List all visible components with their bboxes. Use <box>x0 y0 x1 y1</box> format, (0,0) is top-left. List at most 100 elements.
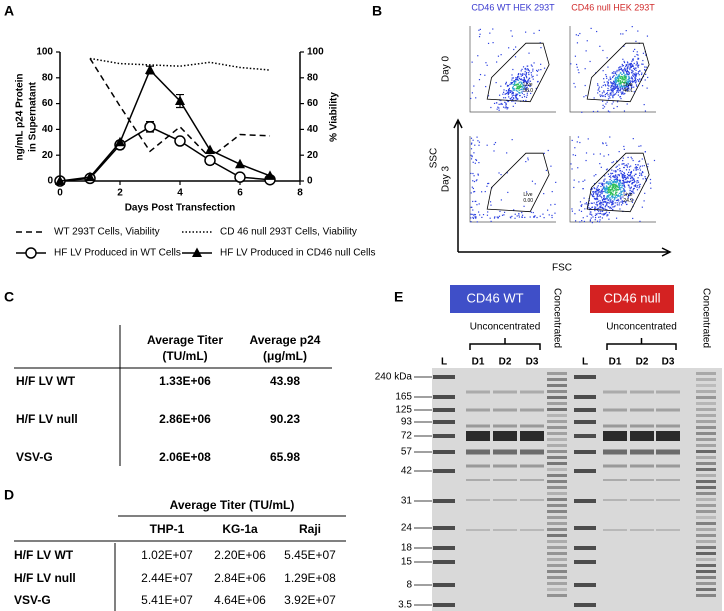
event-dot <box>606 209 608 211</box>
event-dot <box>620 186 622 189</box>
event-dot <box>612 193 614 195</box>
event-dot <box>521 85 523 87</box>
event-dot <box>593 153 595 155</box>
event-dot <box>613 196 615 199</box>
event-dot <box>638 184 640 186</box>
conc-band <box>547 444 567 447</box>
event-dot <box>618 69 620 71</box>
conc-band <box>696 534 716 537</box>
event-dot <box>470 143 473 145</box>
event-dot <box>624 178 626 181</box>
event-dot <box>590 213 592 215</box>
event-dot <box>497 55 500 57</box>
event-dot <box>542 213 544 215</box>
event-dot <box>633 74 635 76</box>
event-dot <box>515 84 517 86</box>
event-dot <box>602 107 604 109</box>
event-dot <box>596 202 598 204</box>
event-dot <box>606 192 609 194</box>
event-dot <box>503 97 505 99</box>
event-dot <box>626 71 628 73</box>
event-dot <box>618 204 620 206</box>
event-dot <box>627 87 629 89</box>
event-dot <box>600 195 602 198</box>
event-dot <box>591 206 594 208</box>
event-dot <box>636 166 638 169</box>
event-dot <box>585 152 588 154</box>
event-dot <box>628 63 630 65</box>
event-dot <box>621 80 623 82</box>
event-dot <box>637 72 639 74</box>
event-dot <box>492 28 494 30</box>
event-dot <box>634 185 637 187</box>
column-header: Average Titer <box>147 333 223 347</box>
event-dot <box>602 84 604 87</box>
y-tick-label: 80 <box>42 72 54 83</box>
sample-band <box>520 424 544 428</box>
event-dot <box>597 192 599 194</box>
event-dot <box>587 204 590 206</box>
event-dot <box>611 194 614 196</box>
ladder-band <box>433 583 455 587</box>
event-dot <box>526 92 528 94</box>
conc-band <box>696 426 716 429</box>
sample-band <box>656 479 680 481</box>
event-dot <box>626 181 628 184</box>
event-dot <box>487 95 490 97</box>
event-dot <box>533 62 535 64</box>
event-dot <box>475 159 478 162</box>
sample-band <box>603 449 627 455</box>
event-dot <box>505 90 507 92</box>
event-dot <box>589 208 591 210</box>
conc-band <box>547 510 567 513</box>
event-dot <box>610 206 612 208</box>
event-dot <box>613 199 615 201</box>
event-dot <box>620 190 622 193</box>
event-dot <box>601 95 604 97</box>
event-dot <box>619 81 621 83</box>
event-dot <box>620 192 622 194</box>
event-dot <box>607 66 609 68</box>
event-dot <box>630 66 632 68</box>
event-dot <box>577 167 579 169</box>
event-dot <box>623 189 625 192</box>
y-axis-title: ng/mL p24 Protein <box>15 73 26 160</box>
event-dot <box>526 85 528 87</box>
event-dot <box>472 180 474 182</box>
conc-band <box>547 534 567 537</box>
event-dot <box>616 165 618 167</box>
event-dot <box>533 32 535 34</box>
event-dot <box>527 79 529 81</box>
event-dot <box>619 96 621 98</box>
event-dot <box>626 173 629 175</box>
event-dot <box>520 85 522 88</box>
event-dot <box>622 70 624 72</box>
event-dot <box>601 197 603 199</box>
event-dot <box>634 185 636 188</box>
event-dot <box>636 182 638 184</box>
event-dot <box>505 81 508 83</box>
event-dot <box>477 173 479 175</box>
event-dot <box>633 68 636 71</box>
event-dot <box>625 86 627 88</box>
event-dot <box>611 103 613 105</box>
event-dot <box>523 76 525 79</box>
event-dot <box>633 169 635 171</box>
event-dot <box>615 188 617 190</box>
lane-label: D1 <box>472 357 485 368</box>
event-dot <box>604 208 607 210</box>
event-dot <box>493 143 495 146</box>
event-dot <box>623 185 625 187</box>
event-dot <box>522 90 524 92</box>
sample-band <box>466 431 490 441</box>
event-dot <box>517 98 519 100</box>
event-dot <box>626 67 628 69</box>
event-dot <box>614 196 616 199</box>
row-header: H/F LV WT <box>16 374 76 388</box>
event-dot <box>612 206 614 208</box>
event-dot <box>520 91 523 93</box>
y-axis-title: SSC <box>429 148 440 169</box>
event-dot <box>622 78 624 80</box>
event-dot <box>614 185 617 187</box>
lane-label: D2 <box>636 357 649 368</box>
